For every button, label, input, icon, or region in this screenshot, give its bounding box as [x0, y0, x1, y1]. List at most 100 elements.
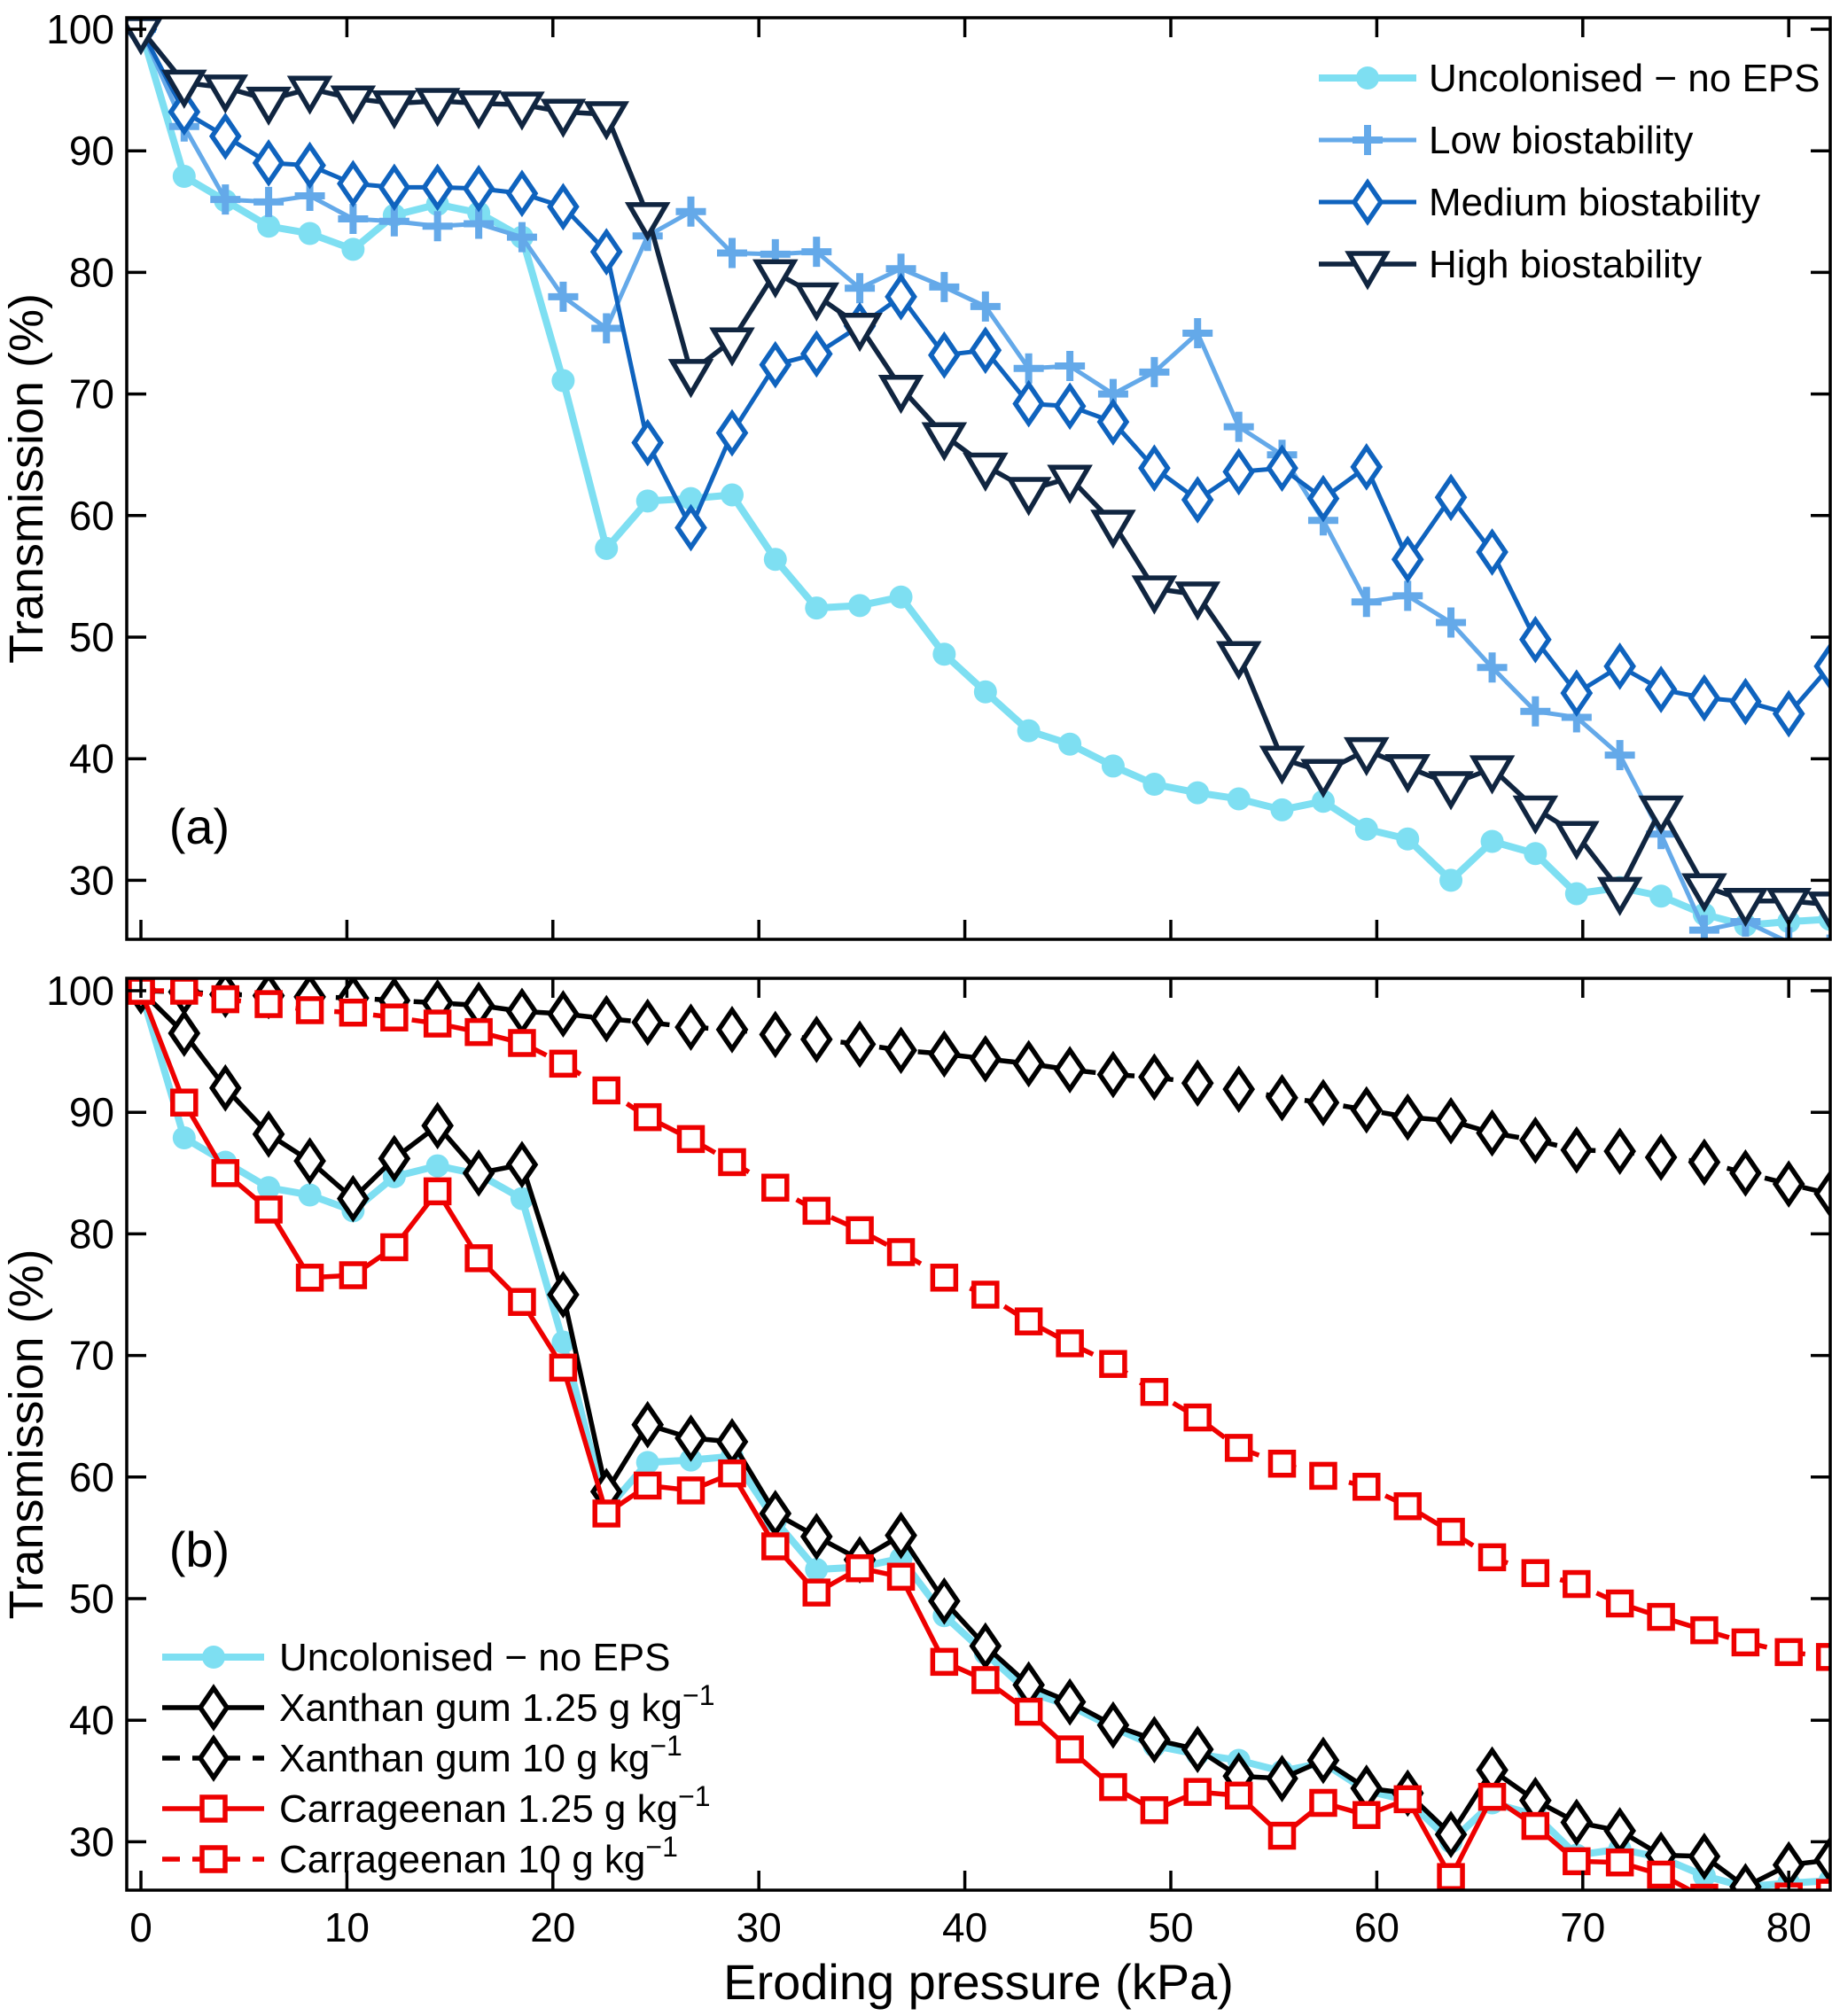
series-group [127, 18, 1830, 939]
y-tick-label: 80 [69, 249, 114, 295]
triangle-down-marker [963, 452, 1009, 493]
diamond-marker [674, 1414, 707, 1462]
diamond-marker [208, 1063, 242, 1112]
y-tick-label: 90 [69, 128, 114, 174]
square-icon [199, 1794, 228, 1823]
diamond-marker [799, 1015, 833, 1063]
diamond-marker [759, 340, 792, 389]
triangle-down-marker [499, 91, 545, 131]
diamond-marker [1476, 528, 1508, 576]
square-marker [549, 1049, 578, 1078]
plus-marker [338, 204, 369, 235]
diamond-marker [1053, 1046, 1087, 1094]
triangle-down-marker [161, 69, 207, 109]
legend-label: Low biostability [1429, 119, 1693, 162]
square-marker [633, 1102, 662, 1132]
square-marker [1521, 1559, 1550, 1587]
square-marker [930, 1264, 959, 1292]
circle-marker [889, 585, 913, 609]
plot-box [125, 977, 1832, 1892]
diamond-marker [1519, 1116, 1552, 1164]
circle-marker [679, 486, 703, 510]
square-marker [1099, 1772, 1127, 1802]
square-marker [886, 1562, 916, 1592]
diamond-marker [462, 1148, 495, 1197]
square-marker [1309, 1461, 1337, 1491]
square-marker [1731, 1889, 1760, 1890]
square-marker [971, 1280, 1000, 1309]
circle-marker [341, 237, 365, 261]
square-marker [1056, 1329, 1084, 1358]
circle-marker [1480, 829, 1504, 853]
triangle-down-marker [837, 313, 883, 353]
square-marker [846, 1553, 874, 1583]
legend-label: High biostability [1429, 243, 1702, 286]
diamond-marker [885, 1511, 917, 1560]
diamond-marker [885, 1026, 917, 1075]
circle-marker [551, 1330, 575, 1354]
diamond-marker [1434, 473, 1468, 522]
circle-marker [1649, 884, 1673, 908]
diamond-marker [1772, 689, 1805, 738]
y-tick-label: 30 [69, 857, 114, 903]
square-marker [1183, 1778, 1212, 1806]
triangle-down-marker [540, 98, 587, 138]
circle-marker [1439, 868, 1463, 892]
square-marker [170, 1088, 199, 1117]
square-marker [802, 1196, 831, 1226]
plus-marker [1351, 587, 1382, 618]
series-medium-biostability-markers [127, 18, 1830, 738]
x-tick-label: 50 [1148, 1904, 1193, 1950]
diamond-marker [969, 1034, 1002, 1083]
diamond-marker [1476, 1109, 1508, 1157]
y-tick-label: 90 [69, 1089, 114, 1135]
square-marker [380, 1003, 409, 1031]
square-marker [211, 1159, 240, 1187]
triangle-down-marker [246, 86, 292, 127]
legend-label: Uncolonised − no EPS [279, 1636, 671, 1679]
legend-item-xanthan-gum-10: Xanthan gum 10 g kg−1 [162, 1730, 682, 1782]
plus-marker [801, 237, 832, 268]
triangle-down-marker [1300, 759, 1346, 798]
diamond-marker [1644, 1133, 1678, 1181]
square-marker [508, 1288, 536, 1316]
square-marker [339, 1261, 368, 1289]
circle-marker [1396, 827, 1420, 851]
diamond-marker [1266, 1073, 1298, 1122]
diamond-marker [421, 1101, 454, 1150]
series-group [127, 978, 1830, 1890]
square-marker [339, 998, 368, 1027]
x-tick-label: 0 [129, 1904, 152, 1950]
square-marker [1563, 1847, 1591, 1876]
triangle-down-marker [1090, 510, 1136, 549]
circle-marker [595, 536, 619, 560]
triangle-down-marker [1259, 745, 1306, 785]
square-marker [1309, 1788, 1337, 1818]
square-marker [1477, 1782, 1507, 1811]
legend-label: Xanthan gum 10 g kg−1 [279, 1730, 682, 1780]
square-marker [1731, 1628, 1760, 1657]
diamond-marker [1181, 1725, 1214, 1774]
diamond-icon [1351, 178, 1384, 226]
circle-marker [932, 642, 956, 666]
diamond-marker [505, 987, 539, 1036]
circle-marker [1017, 719, 1041, 743]
square-marker [295, 996, 324, 1024]
panel-b: 0 10 20 30 40 50 60 70 80 30 40 50 60 70 80 90 100 Transm… [0, 968, 1832, 1950]
square-marker [1647, 1602, 1675, 1631]
triangle-down-marker [624, 202, 671, 242]
square-marker [549, 1353, 578, 1382]
diamond-marker [1012, 379, 1045, 428]
legend-item-low-biostability: Low biostability [1319, 119, 1693, 162]
diamond-marker [1138, 1053, 1171, 1101]
triangle-down-marker [1766, 887, 1812, 928]
square-marker [1393, 1491, 1423, 1521]
square-marker [1099, 1350, 1127, 1378]
square-marker [1224, 1434, 1253, 1462]
plot-box [125, 16, 1832, 941]
legend-label: Carrageenan 10 g kg−1 [279, 1831, 678, 1881]
diamond-icon [197, 1684, 230, 1732]
triangle-down-marker [1343, 736, 1390, 777]
square-marker [676, 1125, 706, 1154]
circle-marker [1524, 842, 1547, 866]
